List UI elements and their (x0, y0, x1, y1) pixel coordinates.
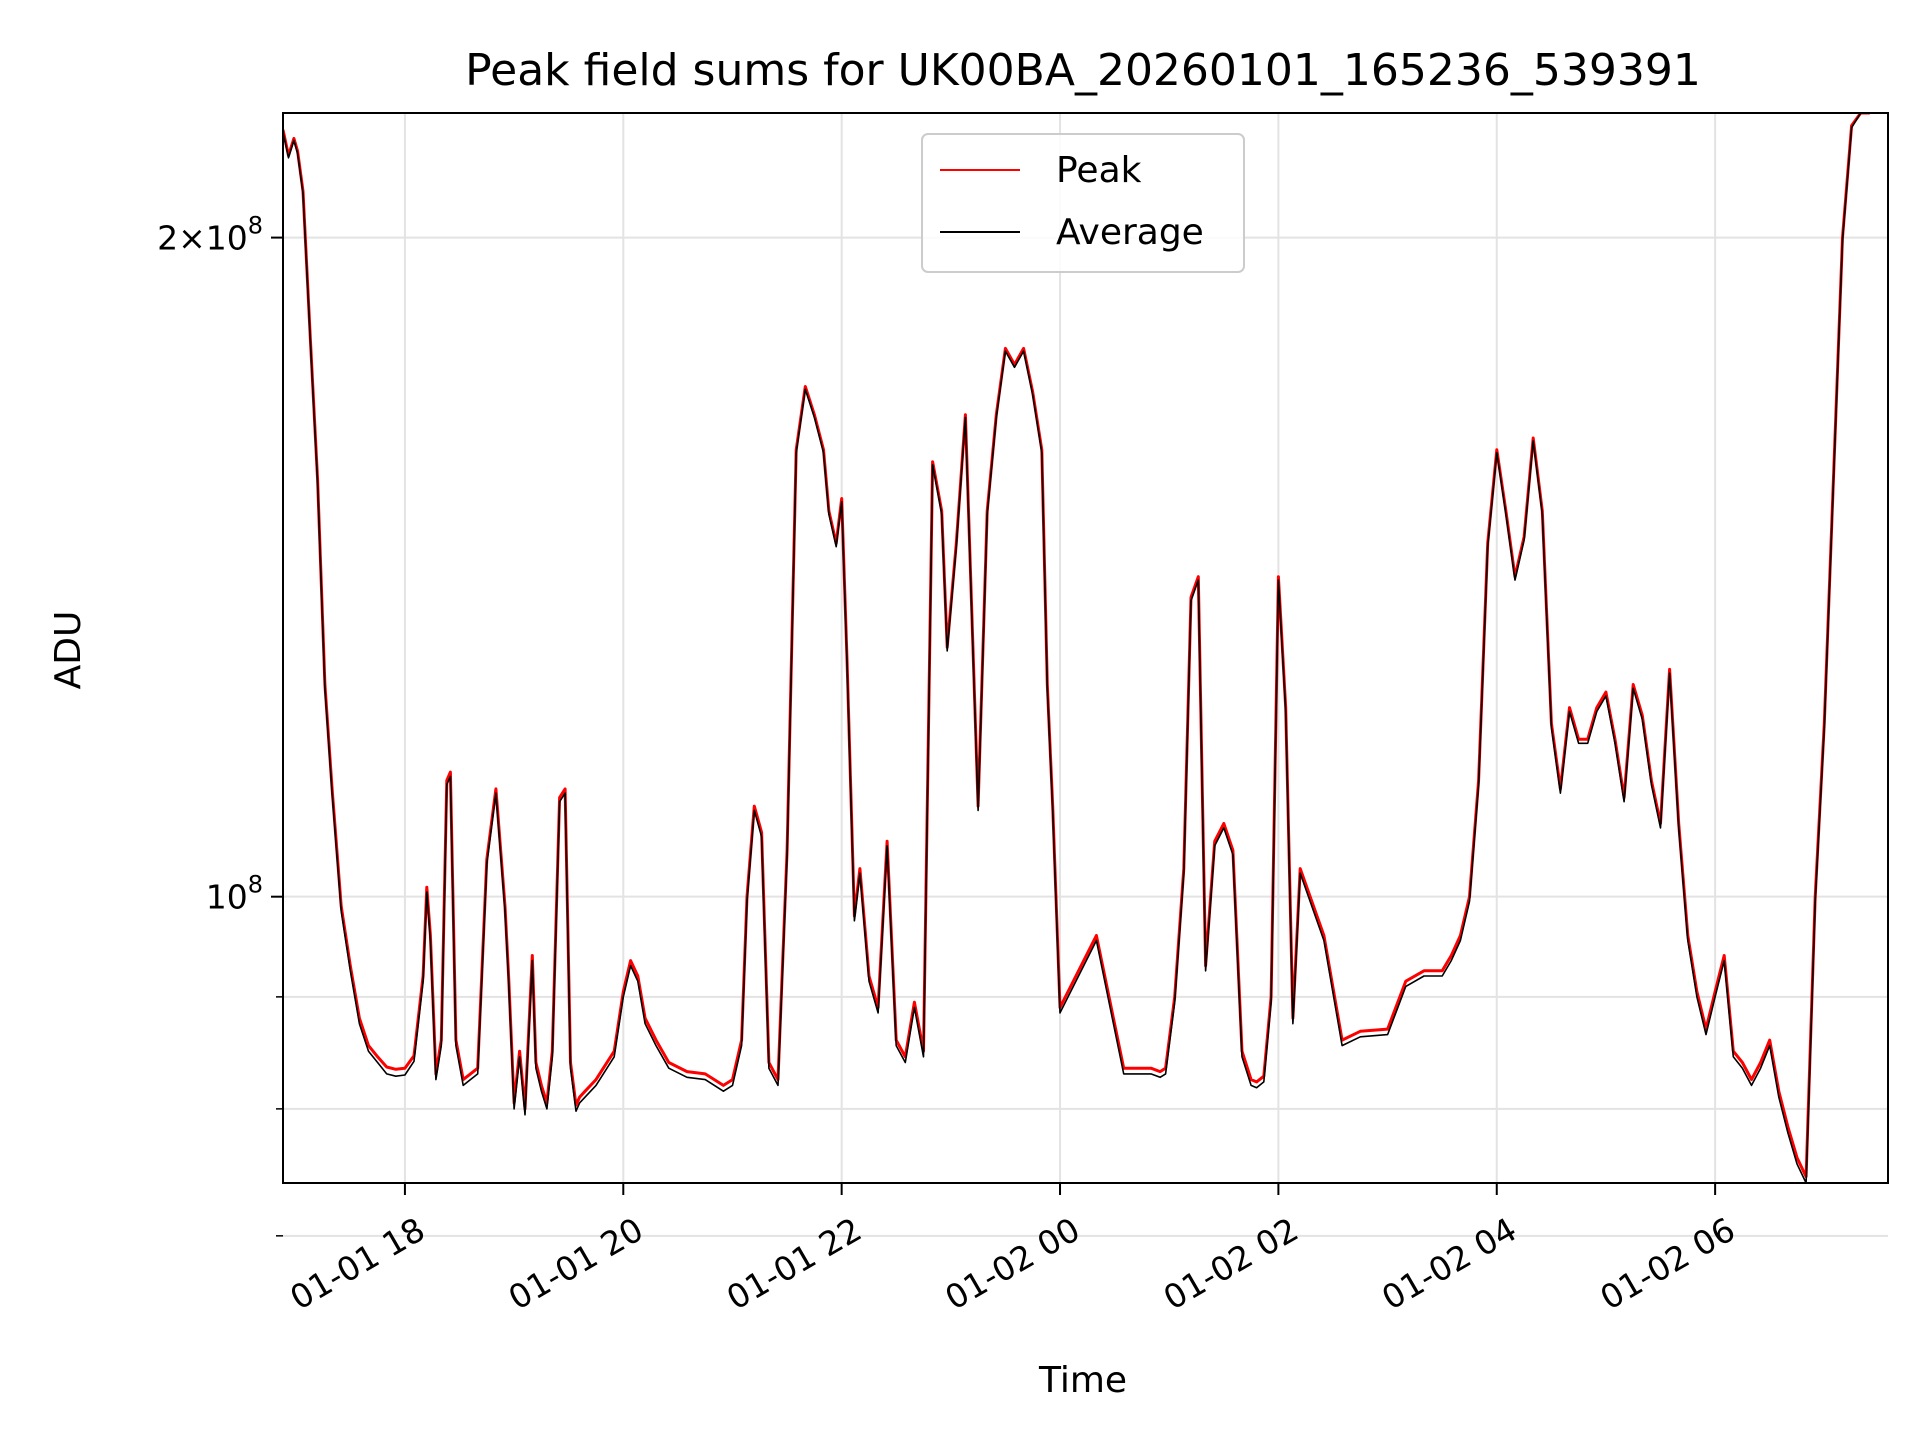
y-tick-label: 2×108 (157, 212, 263, 258)
legend-label-average: Average (1056, 212, 1204, 253)
x-axis-label: Time (1038, 1360, 1127, 1401)
plot-frame (282, 112, 1889, 1184)
legend-box (921, 133, 1245, 273)
series-layer (283, 113, 1870, 1183)
grid (283, 113, 1888, 1237)
y-tick-label: 108 (206, 871, 263, 917)
legend-label-peak: Peak (1056, 150, 1142, 191)
chart-title: Peak field sums for UK00BA_20260101_1652… (465, 45, 1701, 96)
series-line-average (283, 113, 1870, 1183)
y-axis-label: ADU (48, 611, 89, 690)
legend: Peak Average (921, 133, 1245, 273)
